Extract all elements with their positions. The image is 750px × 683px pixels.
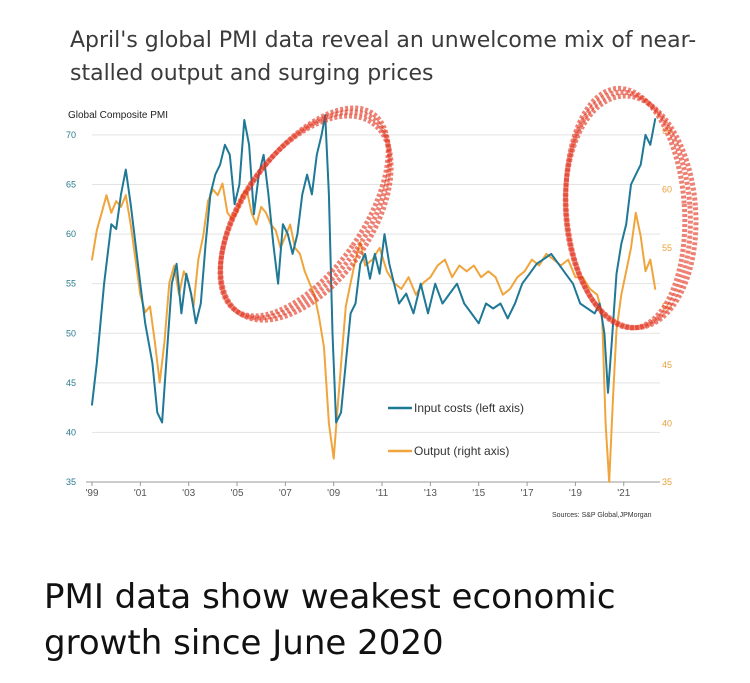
x-tick-label: '13 bbox=[424, 488, 437, 499]
left-tick-label: 35 bbox=[66, 477, 76, 487]
series-layer bbox=[91, 114, 657, 483]
gridlines bbox=[92, 134, 660, 483]
x-tick-label: '03 bbox=[182, 488, 195, 499]
right-tick-label: 45 bbox=[662, 360, 672, 370]
caption: PMI data show weakest economic growth si… bbox=[44, 577, 616, 663]
right-tick-label: 40 bbox=[662, 418, 672, 428]
x-tick-label: '05 bbox=[230, 488, 243, 499]
pmi-line-chart: Global Composite PMI 35 40 45 50 55 60 65 70 35… bbox=[66, 85, 699, 519]
left-tick-label: 55 bbox=[66, 279, 76, 289]
x-tick-label: '07 bbox=[279, 488, 292, 499]
x-tick-label: '19 bbox=[569, 488, 582, 499]
left-tick-label: 40 bbox=[66, 427, 76, 437]
left-tick-label: 45 bbox=[66, 378, 76, 388]
x-tick-label: '15 bbox=[472, 488, 485, 499]
annotation-circles bbox=[217, 85, 699, 331]
left-tick-label: 70 bbox=[66, 130, 76, 140]
annotation-circle-2008 bbox=[218, 113, 394, 323]
legend: Input costs (left axis) Output (right ax… bbox=[388, 401, 524, 458]
series-line-input-costs bbox=[91, 114, 657, 424]
x-tick-label: '21 bbox=[617, 488, 630, 499]
right-tick-label: 35 bbox=[662, 477, 672, 487]
annotation-circle-2008 bbox=[217, 105, 391, 319]
annotation-circle-2021 bbox=[562, 93, 699, 331]
left-tick-label: 65 bbox=[66, 180, 76, 190]
x-tick-label: '17 bbox=[521, 488, 534, 499]
x-tick-label: '09 bbox=[327, 488, 340, 499]
left-tick-label: 60 bbox=[66, 229, 76, 239]
right-tick-label: 55 bbox=[662, 243, 672, 253]
series-line-output bbox=[91, 182, 657, 483]
annotation-circle-2008 bbox=[217, 109, 393, 321]
right-tick-label: 65 bbox=[662, 126, 672, 136]
x-tick-label: '99 bbox=[85, 488, 98, 499]
right-tick-label: 60 bbox=[662, 184, 672, 194]
legend-label-input-costs: Input costs (left axis) bbox=[414, 401, 524, 415]
legend-label-output: Output (right axis) bbox=[414, 444, 509, 458]
chart-title: April's global PMI data reveal an unwelc… bbox=[70, 28, 697, 86]
x-tick-label: '11 bbox=[376, 488, 389, 499]
x-axis-ticks: '99 '01 '03 '05 '07 '09 '11 '13 '15 '17 '19 '21 bbox=[85, 481, 660, 499]
chart-source: Sources: S&P Global,JPMorgan bbox=[552, 512, 652, 519]
x-tick-label: '01 bbox=[134, 488, 147, 499]
axis-title: Global Composite PMI bbox=[68, 110, 168, 121]
annotation-circle-2021 bbox=[563, 89, 693, 331]
annotation-circle-2021 bbox=[563, 85, 688, 331]
left-axis-ticks: 35 40 45 50 55 60 65 70 bbox=[66, 130, 76, 487]
left-tick-label: 50 bbox=[66, 328, 76, 338]
